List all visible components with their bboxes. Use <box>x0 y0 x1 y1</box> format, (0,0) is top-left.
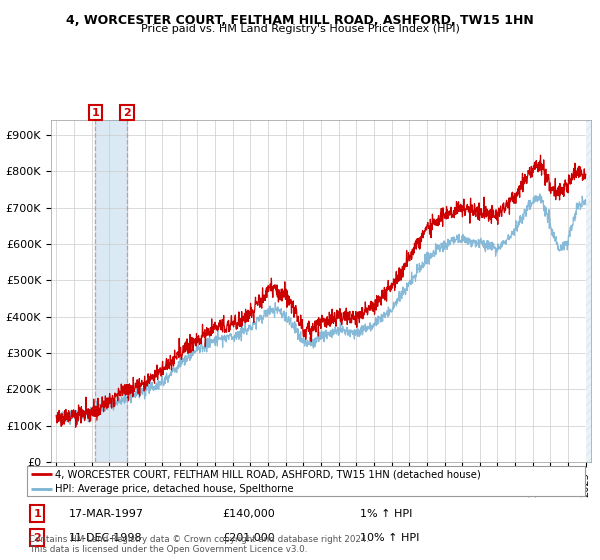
Bar <box>586 120 595 462</box>
Text: 4, WORCESTER COURT, FELTHAM HILL ROAD, ASHFORD, TW15 1HN (detached house): 4, WORCESTER COURT, FELTHAM HILL ROAD, A… <box>55 469 481 479</box>
Text: 2: 2 <box>34 533 41 543</box>
Text: 10% ↑ HPI: 10% ↑ HPI <box>360 533 419 543</box>
Text: 11-DEC-1998: 11-DEC-1998 <box>69 533 143 543</box>
Text: £140,000: £140,000 <box>222 508 275 519</box>
Text: 17-MAR-1997: 17-MAR-1997 <box>69 508 144 519</box>
Text: 1: 1 <box>91 108 99 118</box>
Text: Price paid vs. HM Land Registry's House Price Index (HPI): Price paid vs. HM Land Registry's House … <box>140 24 460 34</box>
Text: 1% ↑ HPI: 1% ↑ HPI <box>360 508 412 519</box>
Text: 4, WORCESTER COURT, FELTHAM HILL ROAD, ASHFORD, TW15 1HN: 4, WORCESTER COURT, FELTHAM HILL ROAD, A… <box>66 14 534 27</box>
Text: 2: 2 <box>123 108 131 118</box>
Text: 1: 1 <box>34 508 41 519</box>
Text: Contains HM Land Registry data © Crown copyright and database right 2024.
This d: Contains HM Land Registry data © Crown c… <box>29 535 369 554</box>
Bar <box>95 120 127 462</box>
Text: HPI: Average price, detached house, Spelthorne: HPI: Average price, detached house, Spel… <box>55 484 293 494</box>
Text: £201,000: £201,000 <box>222 533 275 543</box>
